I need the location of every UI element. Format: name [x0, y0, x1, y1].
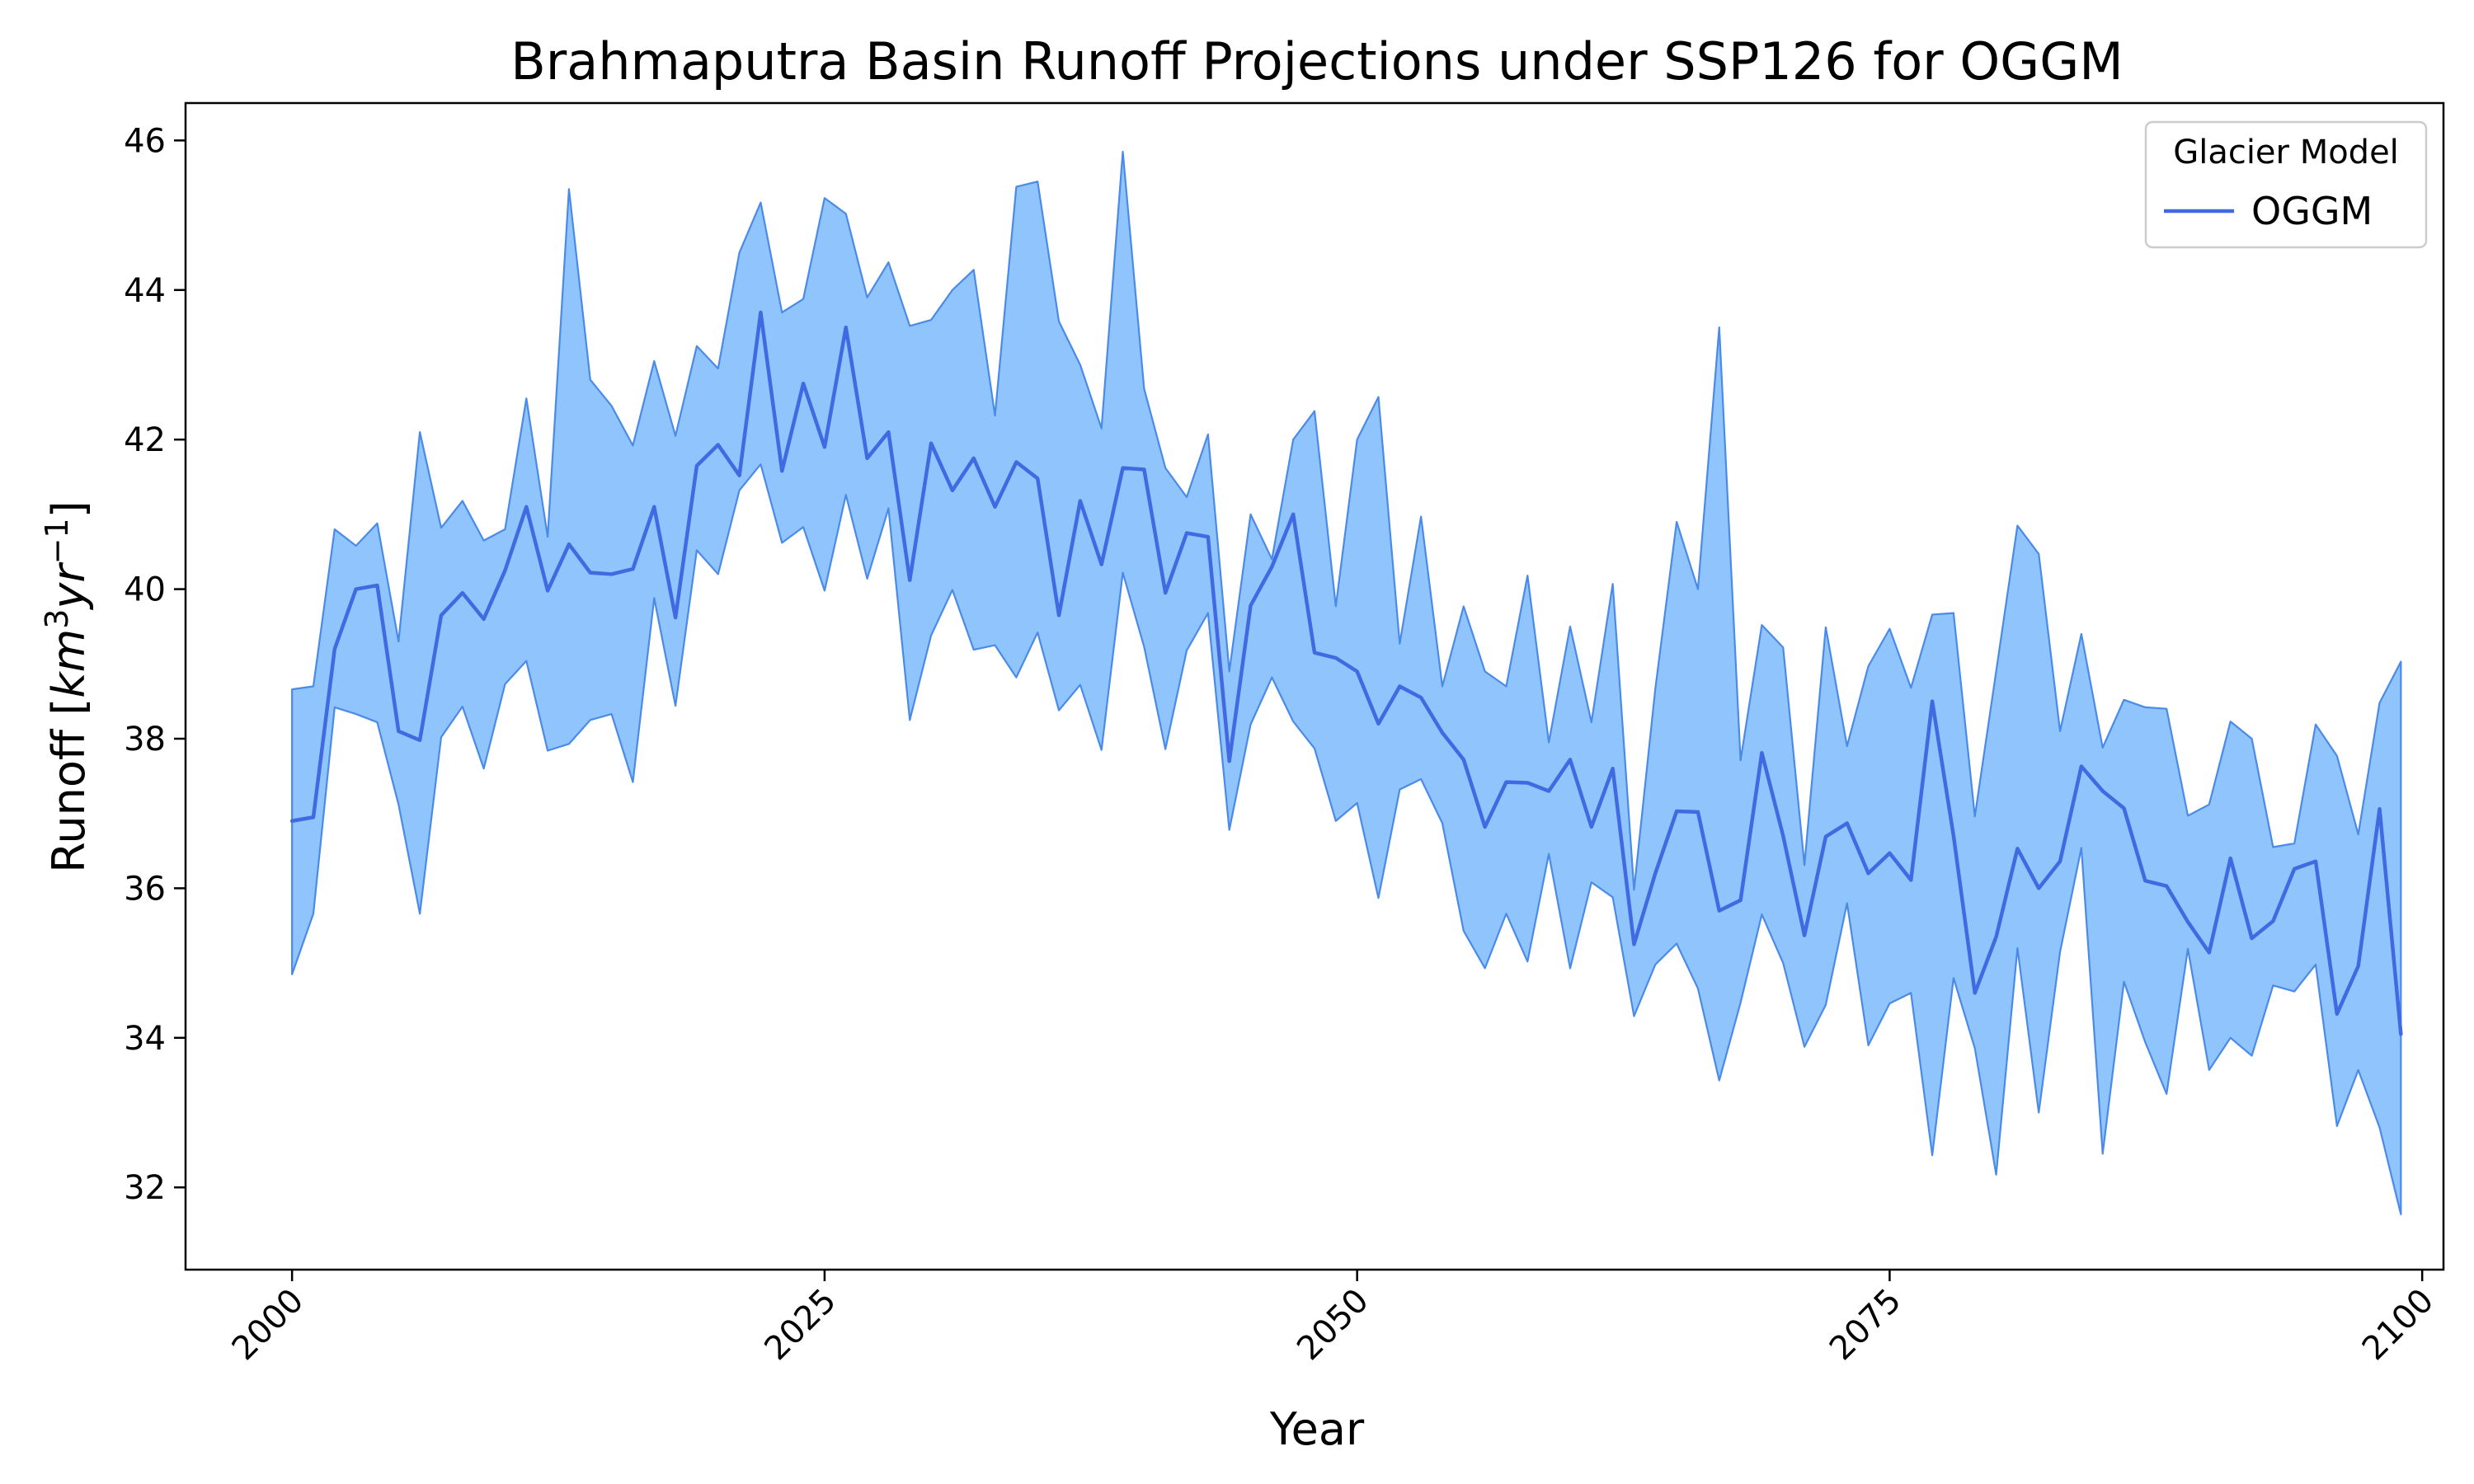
y-tick-label: 44	[124, 272, 166, 310]
x-axis-label: Year	[1269, 1403, 1365, 1455]
series-line-oggm	[289, 310, 2403, 1036]
legend: Glacier Model OGGM	[2144, 120, 2428, 249]
x-tick-label: 2100	[2355, 1282, 2442, 1369]
axes-frame	[184, 101, 2445, 1271]
y-tick-label: 40	[124, 571, 166, 609]
y-tick-label: 32	[124, 1169, 166, 1207]
uncertainty-band	[291, 150, 2402, 1215]
y-label-part: ]	[43, 500, 95, 518]
y-axis-label: Runoff [km3yr−1]	[39, 500, 95, 872]
legend-box	[2144, 120, 2428, 249]
y-label-part: yr	[43, 562, 95, 611]
y-tick-label: 38	[124, 721, 166, 758]
legend-title: Glacier Model	[2173, 134, 2399, 171]
legend-entry-oggm: OGGM	[2251, 189, 2373, 233]
y-label-part: 3	[39, 609, 75, 629]
x-tick-label: 2050	[1290, 1282, 1376, 1369]
y-tick-label: 36	[124, 870, 166, 908]
y-tick-label: 34	[124, 1020, 166, 1058]
y-label-part: km	[43, 629, 95, 698]
plot-area	[289, 150, 2403, 1215]
x-tick-label: 2025	[757, 1282, 844, 1369]
y-label-part: −1	[39, 518, 75, 564]
y-tick-label: 42	[124, 421, 166, 459]
chart-title: Brahmaputra Basin Runoff Projections und…	[510, 31, 2124, 92]
x-tick-label: 2000	[225, 1282, 312, 1369]
y-label-part: Runoff [	[43, 698, 95, 873]
x-tick-label: 2075	[1823, 1282, 1909, 1369]
y-tick-label: 46	[124, 122, 166, 160]
